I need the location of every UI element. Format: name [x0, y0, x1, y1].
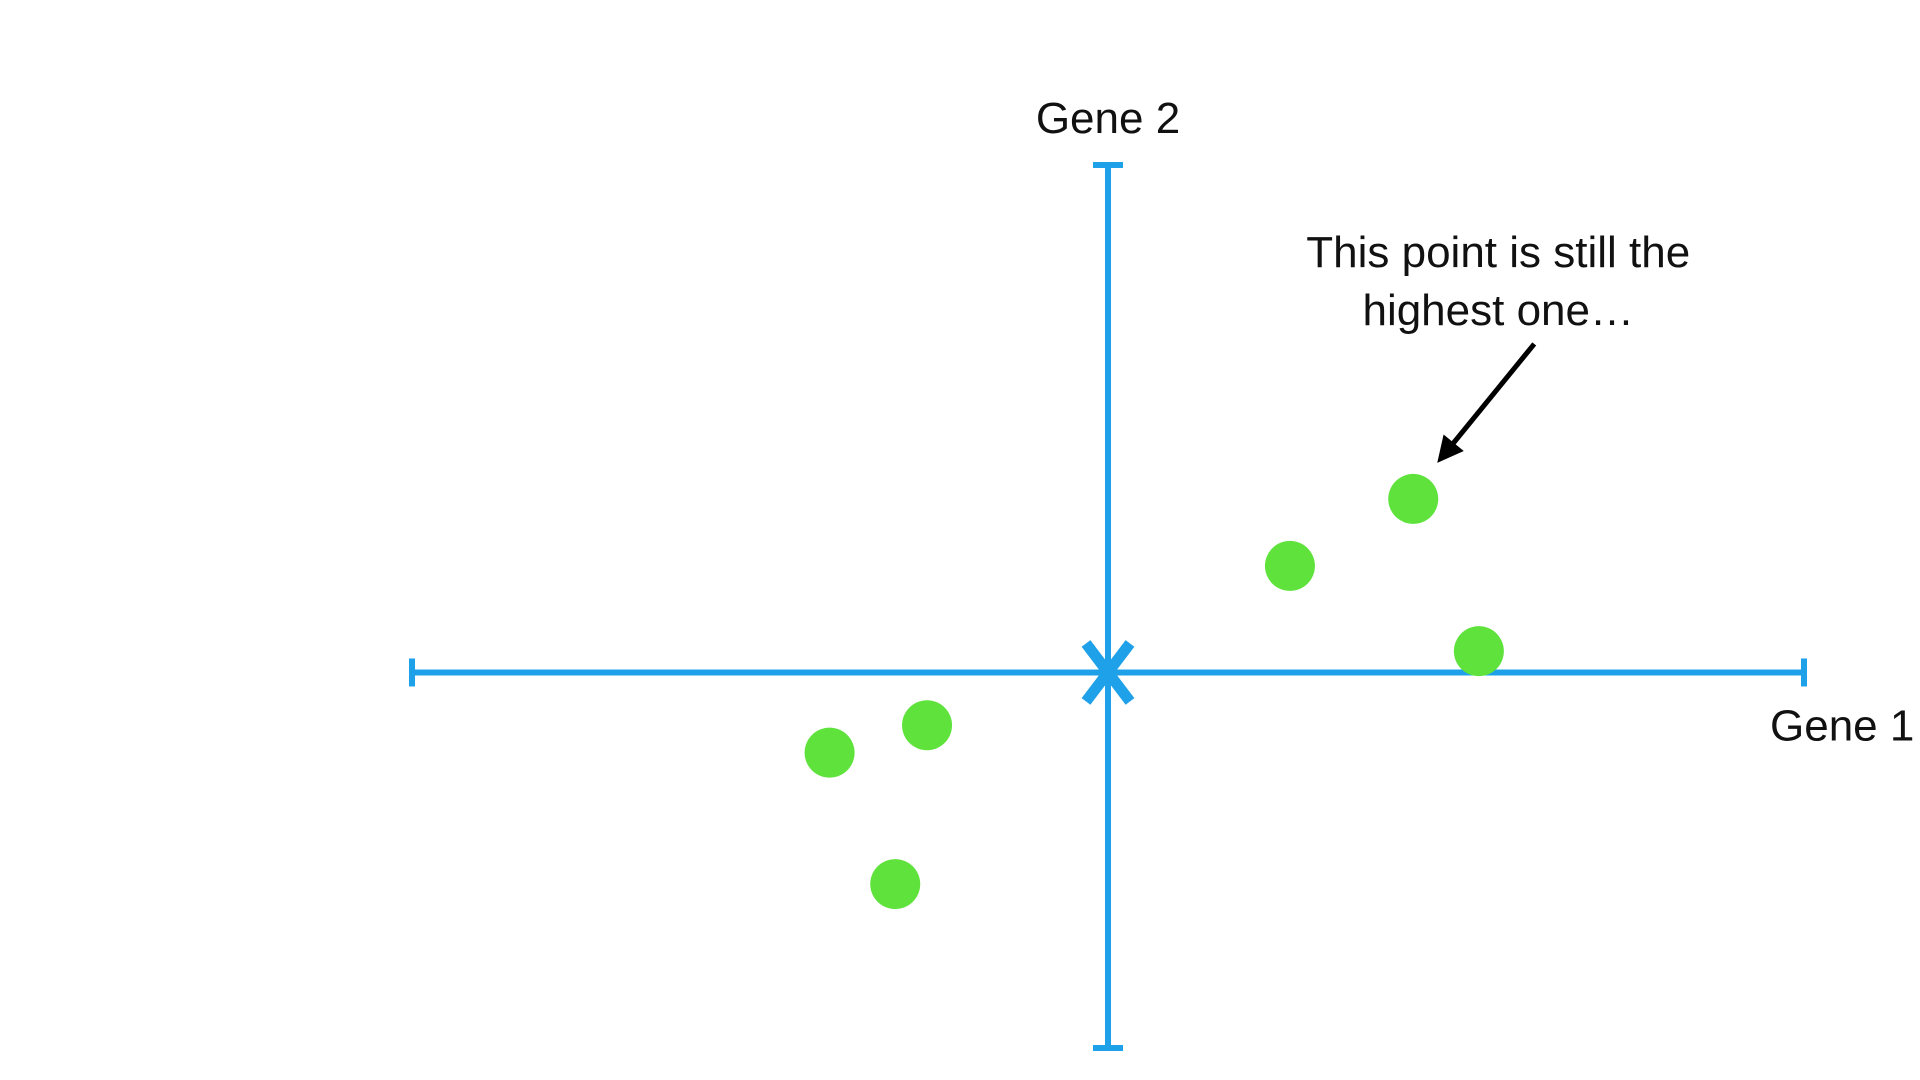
x-axis-label: Gene 1	[1770, 701, 1914, 750]
data-point-6	[870, 859, 921, 910]
annotation-arrow-head	[1437, 434, 1464, 463]
data-point-2	[1388, 473, 1439, 524]
data-point-4	[804, 727, 855, 778]
y-axis	[1093, 162, 1123, 1051]
center-x-marker	[1081, 640, 1135, 705]
annotation-arrow	[1449, 342, 1537, 448]
annotation-text-line-2: highest one…	[1362, 286, 1634, 335]
y-axis-label: Gene 2	[1036, 94, 1180, 143]
data-points	[804, 473, 1504, 910]
annotation: This point is still the highest one…	[1306, 228, 1690, 463]
data-point-5	[902, 700, 953, 751]
data-point-1	[1264, 540, 1315, 591]
data-point-3	[1453, 626, 1504, 677]
annotation-text-line-1: This point is still the	[1306, 228, 1690, 277]
